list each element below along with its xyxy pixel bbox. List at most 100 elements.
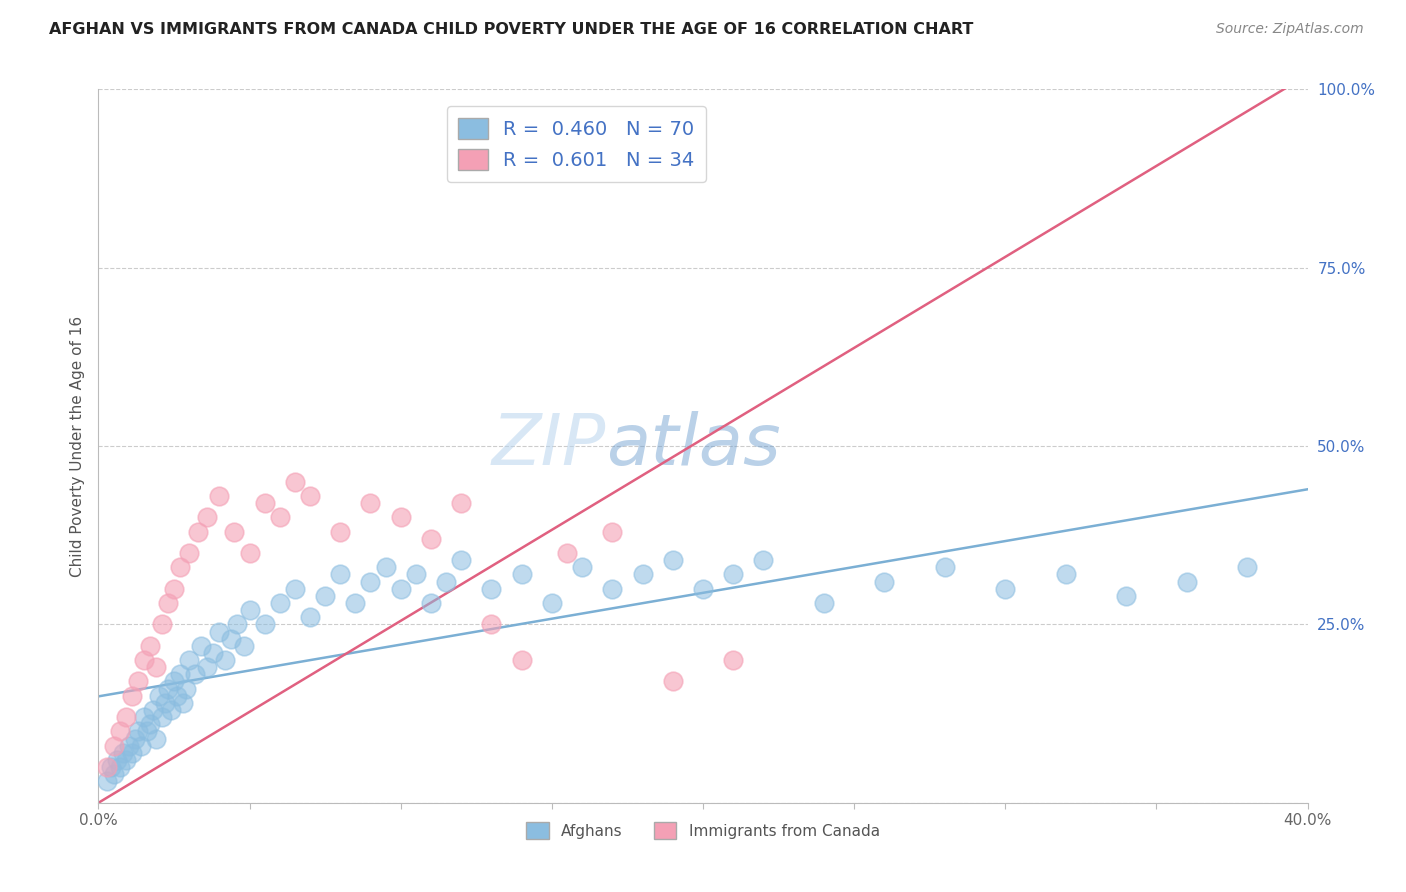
Point xyxy=(1054,567,1077,582)
Point xyxy=(139,717,162,731)
Point xyxy=(1175,574,1198,589)
Point xyxy=(118,739,141,753)
Point xyxy=(420,596,443,610)
Point xyxy=(148,689,170,703)
Point xyxy=(169,667,191,681)
Point xyxy=(187,524,209,539)
Point xyxy=(145,731,167,746)
Point xyxy=(172,696,194,710)
Point xyxy=(127,724,149,739)
Point xyxy=(450,496,472,510)
Point xyxy=(163,674,186,689)
Point xyxy=(360,574,382,589)
Point xyxy=(114,710,136,724)
Point xyxy=(114,753,136,767)
Point xyxy=(153,696,176,710)
Point xyxy=(510,653,533,667)
Point xyxy=(142,703,165,717)
Point xyxy=(108,724,131,739)
Text: Source: ZipAtlas.com: Source: ZipAtlas.com xyxy=(1216,22,1364,37)
Point xyxy=(299,610,322,624)
Point xyxy=(723,653,745,667)
Point xyxy=(208,489,231,503)
Point xyxy=(284,582,307,596)
Point xyxy=(434,574,457,589)
Point xyxy=(103,739,125,753)
Point xyxy=(156,596,179,610)
Point xyxy=(374,560,396,574)
Point xyxy=(389,510,412,524)
Point xyxy=(96,760,118,774)
Point xyxy=(253,617,276,632)
Point xyxy=(661,553,683,567)
Point xyxy=(132,710,155,724)
Point xyxy=(208,624,231,639)
Point xyxy=(344,596,367,610)
Point xyxy=(160,703,183,717)
Point xyxy=(224,524,246,539)
Point xyxy=(602,582,624,596)
Point xyxy=(405,567,427,582)
Point xyxy=(190,639,212,653)
Point xyxy=(132,653,155,667)
Point xyxy=(631,567,654,582)
Point xyxy=(253,496,276,510)
Point xyxy=(214,653,236,667)
Point xyxy=(873,574,896,589)
Point xyxy=(481,582,503,596)
Y-axis label: Child Poverty Under the Age of 16: Child Poverty Under the Age of 16 xyxy=(69,316,84,576)
Point xyxy=(202,646,225,660)
Point xyxy=(555,546,578,560)
Point xyxy=(540,596,562,610)
Point xyxy=(139,639,162,653)
Point xyxy=(269,510,291,524)
Point xyxy=(163,582,186,596)
Point xyxy=(284,475,307,489)
Point xyxy=(389,582,412,596)
Point xyxy=(226,617,249,632)
Legend: Afghans, Immigrants from Canada: Afghans, Immigrants from Canada xyxy=(520,816,886,845)
Point xyxy=(934,560,956,574)
Point xyxy=(179,546,201,560)
Point xyxy=(752,553,775,567)
Point xyxy=(100,760,122,774)
Point xyxy=(1236,560,1258,574)
Point xyxy=(1115,589,1137,603)
Point xyxy=(232,639,254,653)
Point xyxy=(150,710,173,724)
Point xyxy=(121,689,143,703)
Point xyxy=(299,489,322,503)
Point xyxy=(96,774,118,789)
Point xyxy=(692,582,714,596)
Point xyxy=(195,510,218,524)
Point xyxy=(329,567,352,582)
Point xyxy=(179,653,201,667)
Text: AFGHAN VS IMMIGRANTS FROM CANADA CHILD POVERTY UNDER THE AGE OF 16 CORRELATION C: AFGHAN VS IMMIGRANTS FROM CANADA CHILD P… xyxy=(49,22,973,37)
Point xyxy=(184,667,207,681)
Point xyxy=(129,739,152,753)
Point xyxy=(124,731,146,746)
Text: atlas: atlas xyxy=(606,411,780,481)
Point xyxy=(571,560,593,574)
Point xyxy=(103,767,125,781)
Point xyxy=(329,524,352,539)
Point xyxy=(510,567,533,582)
Point xyxy=(239,603,262,617)
Point xyxy=(661,674,683,689)
Point xyxy=(108,760,131,774)
Point xyxy=(111,746,134,760)
Point xyxy=(813,596,835,610)
Point xyxy=(135,724,157,739)
Point xyxy=(195,660,218,674)
Point xyxy=(121,746,143,760)
Point xyxy=(481,617,503,632)
Point xyxy=(360,496,382,510)
Point xyxy=(723,567,745,582)
Point xyxy=(994,582,1017,596)
Point xyxy=(169,560,191,574)
Point xyxy=(145,660,167,674)
Point xyxy=(602,524,624,539)
Point xyxy=(174,681,197,696)
Point xyxy=(156,681,179,696)
Point xyxy=(150,617,173,632)
